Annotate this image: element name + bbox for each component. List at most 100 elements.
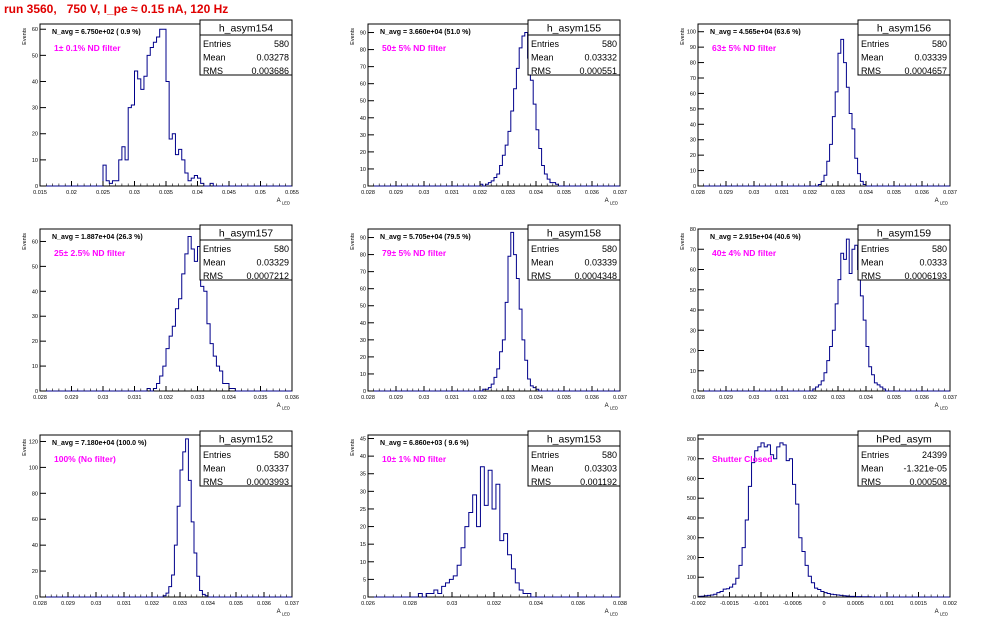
stats-key: Mean (531, 464, 554, 474)
y-tick-label: 0 (363, 184, 366, 190)
plot-frame (697, 23, 951, 187)
n-avg-label: N_avg = 6.860e+03 ( 9.6 %) (380, 440, 469, 447)
histogram-name: h_asym155 (547, 23, 601, 35)
x-axis-label: A LED (277, 403, 290, 411)
x-tick-label: 0.033 (501, 395, 515, 401)
y-axis-label: Events (22, 233, 28, 250)
x-tick-label: 0.036 (585, 395, 599, 401)
stats-key: RMS (861, 477, 881, 487)
y-tick-label: 40 (360, 116, 366, 122)
y-tick-label: 50 (690, 107, 696, 113)
y-tick-label: 10 (360, 560, 366, 566)
y-tick-label: 80 (360, 253, 366, 259)
y-tick-label: 30 (690, 138, 696, 144)
filter-label: 25± 2.5% ND filter (54, 248, 126, 258)
y-tick-label: 0 (363, 389, 366, 395)
histogram-line (40, 235, 292, 392)
y-tick-label: 700 (687, 457, 696, 463)
y-tick-label: 50 (32, 264, 38, 270)
stats-key: Entries (861, 450, 890, 460)
stats-box (527, 430, 621, 487)
y-tick-label: 40 (360, 454, 366, 460)
histogram-panel-h_asym154: 0.015 0.02 0.025 0.03 0.035 0.04 0.045 0.05 0.05… (22, 19, 299, 206)
x-axis-label-subscript: LED (609, 612, 618, 617)
histogram-name: h_asym153 (547, 434, 601, 446)
y-tick-label: 40 (690, 308, 696, 314)
y-tick-label: 0 (363, 595, 366, 601)
plot-frame (39, 434, 293, 598)
x-tick-label: 0.028 (691, 395, 705, 401)
stats-key: Mean (861, 53, 884, 63)
stats-value: 0.03332 (584, 53, 617, 63)
histogram-panel-h_asym153: 0.026 0.028 0.03 0.032 0.034 0.036 0.038 0 5 10 15… (350, 430, 627, 617)
histogram-name: h_asym158 (547, 228, 601, 240)
x-tick-label: 0.05 (255, 190, 266, 196)
stats-value: 0.0004348 (574, 271, 617, 281)
n-avg-label: N_avg = 7.180e+04 (100.0 %) (52, 440, 147, 447)
histogram-name: hPed_asym (876, 434, 932, 446)
x-tick-label: 0.033 (831, 395, 845, 401)
histogram-panel-h_asym157: 0.028 0.029 0.03 0.031 0.032 0.033 0.034 0.035 0… (22, 224, 299, 411)
stats-value: 580 (274, 39, 289, 49)
y-axis-label: Events (22, 28, 28, 45)
y-tick-label: 5 (363, 577, 366, 583)
filter-label: 1± 0.1% ND filter (54, 43, 121, 53)
x-axis-label-subscript: LED (939, 201, 948, 206)
y-tick-label: 800 (687, 437, 696, 443)
histogram-line (40, 438, 292, 598)
y-tick-label: 80 (690, 61, 696, 67)
y-tick-label: 600 (687, 476, 696, 482)
x-tick-label: 0.03 (749, 190, 760, 196)
stats-box (527, 19, 621, 76)
x-tick-label: 0.045 (222, 190, 236, 196)
stats-value: 0.0006193 (904, 271, 947, 281)
y-tick-label: 20 (690, 153, 696, 159)
stats-key: Mean (203, 258, 226, 268)
y-tick-label: 30 (32, 106, 38, 112)
x-tick-label: 0.032 (487, 601, 501, 607)
x-tick-label: 0.035 (557, 190, 571, 196)
y-tick-label: 300 (687, 536, 696, 542)
y-tick-label: 30 (360, 489, 366, 495)
n-avg-label: N_avg = 5.705e+04 (79.5 %) (380, 234, 471, 241)
y-tick-label: 70 (360, 270, 366, 276)
y-tick-label: 10 (360, 167, 366, 173)
histogram-name: h_asym159 (877, 228, 931, 240)
stats-value: 0.000508 (909, 477, 947, 487)
stats-key: RMS (203, 66, 223, 76)
x-tick-label: 0.032 (159, 395, 173, 401)
y-tick-label: 30 (690, 328, 696, 334)
y-axis-label: Events (350, 439, 356, 456)
stats-key: Mean (861, 258, 884, 268)
x-tick-label: 0.034 (529, 395, 543, 401)
y-tick-label: 40 (32, 79, 38, 85)
y-tick-label: 70 (690, 76, 696, 82)
histogram-name: h_asym152 (219, 434, 273, 446)
x-tick-label: 0.032 (803, 190, 817, 196)
x-tick-label: 0.034 (529, 601, 543, 607)
y-tick-label: 50 (360, 304, 366, 310)
y-tick-label: 45 (360, 437, 366, 443)
stats-key: RMS (203, 477, 223, 487)
y-tick-label: 40 (690, 122, 696, 128)
x-tick-label: 0.032 (803, 395, 817, 401)
stats-value: 0.03329 (256, 258, 289, 268)
y-tick-label: 90 (360, 31, 366, 37)
stats-value: 580 (602, 244, 617, 254)
filter-label: Shutter Closed (712, 454, 772, 464)
y-tick-label: 50 (360, 99, 366, 105)
filter-label: 100% (No filter) (54, 454, 116, 464)
x-tick-label: 0.035 (887, 190, 901, 196)
stats-value: 0.001192 (580, 477, 617, 487)
x-tick-label: 0.035 (229, 601, 243, 607)
x-axis-label-subscript: LED (281, 201, 290, 206)
x-tick-label: 0.034 (222, 395, 236, 401)
x-axis-label-subscript: LED (281, 612, 290, 617)
x-tick-label: 0.0005 (847, 601, 864, 607)
x-tick-label: 0.032 (473, 395, 487, 401)
plot-frame (367, 23, 621, 187)
n-avg-label: N_avg = 2.915e+04 (40.6 %) (710, 234, 801, 241)
y-tick-label: 20 (360, 150, 366, 156)
x-tick-label: 0.029 (719, 395, 733, 401)
y-tick-label: 50 (690, 288, 696, 294)
